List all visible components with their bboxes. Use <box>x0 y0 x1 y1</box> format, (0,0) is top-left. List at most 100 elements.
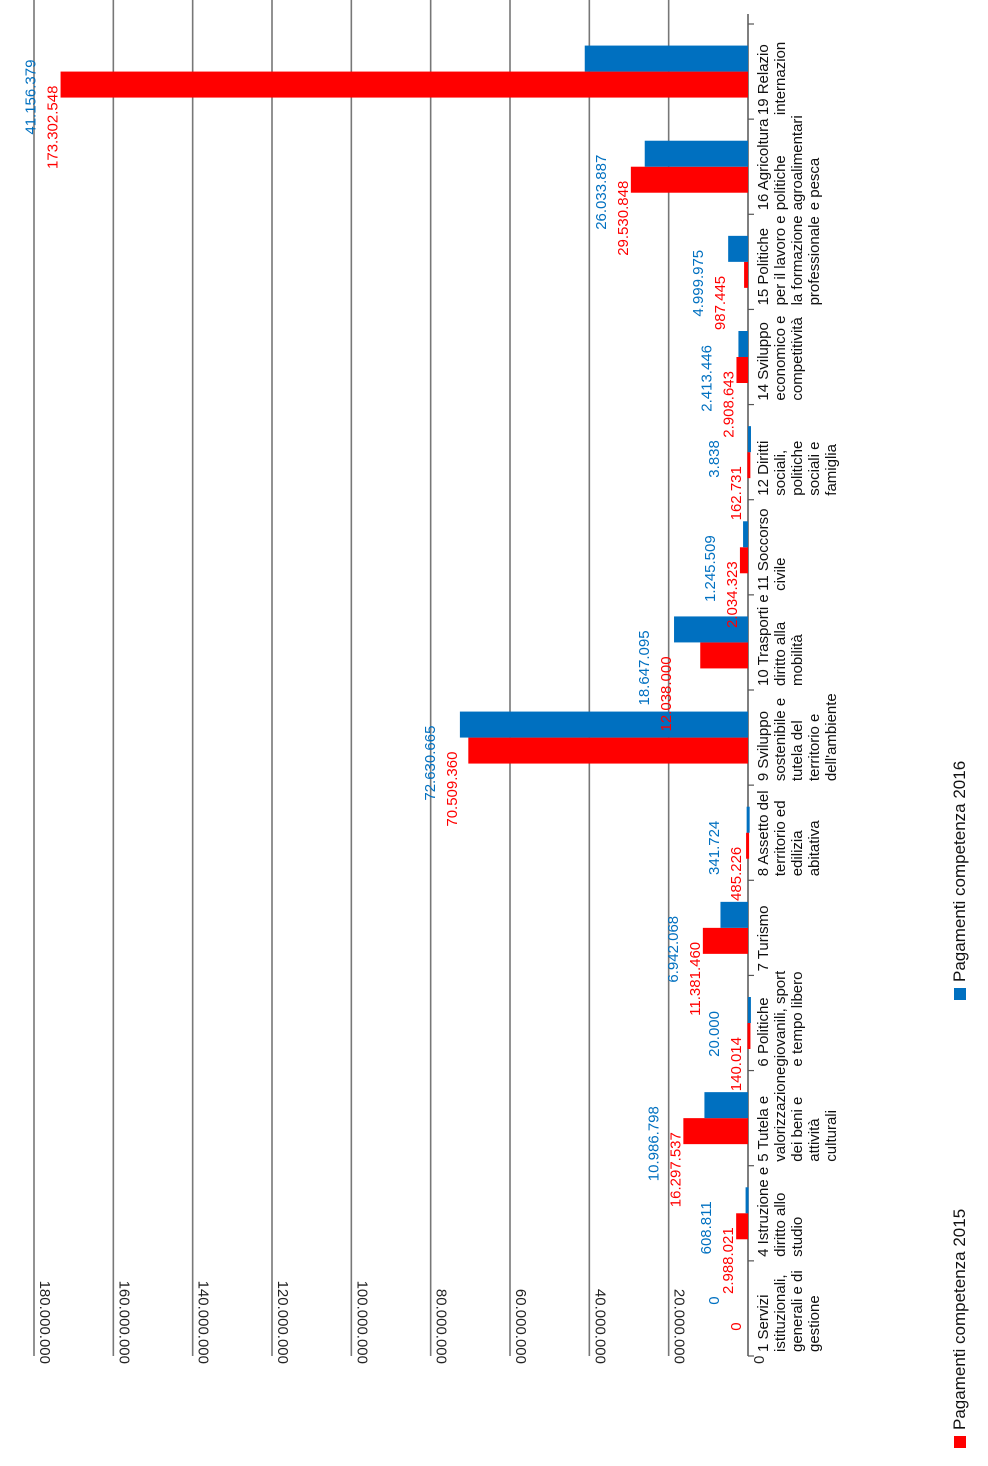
category-label-line: istituzionali, <box>772 1274 789 1352</box>
category-label: 1 Servizi istituzionali, generali e di gest… <box>755 1270 823 1352</box>
category-label-line: agroalimentari <box>789 115 806 210</box>
category-label-line: sostenibile e <box>772 698 789 781</box>
data-label-2015: 70.509.360 <box>444 752 461 827</box>
category-label-line: internazion <box>772 42 789 115</box>
category-label-line: sociali, <box>772 450 789 496</box>
legend-swatch-2016 <box>954 988 966 1000</box>
category-label-line: 5 Tutela e <box>755 1096 772 1162</box>
category-label-line: per il lavoro e <box>772 215 789 305</box>
bar-2015 <box>60 71 749 98</box>
category-label-line: dell'ambiente <box>823 693 840 781</box>
legend: Pagamenti competenza 2015 Pagamenti compe… <box>950 761 969 1448</box>
plot-area: 0 0 2.988.021 608.811 16.297.537 10.986.798 14… <box>23 0 969 1448</box>
category-label-line: politiche <box>789 441 806 496</box>
category-label-line: 7 Turismo <box>755 906 772 972</box>
category-axis-labels: 1 Servizi istituzionali, generali e di gest… <box>755 42 840 1352</box>
bar-2015 <box>736 1213 748 1240</box>
data-label-2015: 987.445 <box>712 276 729 330</box>
value-tick-label: 20.000.000 <box>671 1289 688 1364</box>
bar-2016 <box>746 806 750 833</box>
data-label-2016: 18.647.095 <box>636 630 653 705</box>
category-label-line: 9 Sviluppo <box>755 711 772 781</box>
data-label-2016: 41.156.379 <box>23 60 40 135</box>
data-label-2015: 11.381.460 <box>687 942 704 1016</box>
category-label-line: dei beni e <box>789 1097 806 1162</box>
data-label-2015: 2.034.323 <box>724 561 741 628</box>
legend-swatch-2015 <box>954 1436 966 1448</box>
bar-2015 <box>746 832 750 859</box>
value-tick-label: 100.000.000 <box>353 1281 370 1364</box>
bar-2016 <box>459 711 748 738</box>
category-label-line: gestione <box>806 1295 823 1352</box>
data-label-2015: 29.530.848 <box>615 181 632 256</box>
value-tick-label: 60.000.000 <box>512 1289 529 1364</box>
data-label-2015: 2.908.643 <box>720 371 737 438</box>
category-label-line: professionale <box>806 216 823 305</box>
bar-2015 <box>747 452 751 479</box>
value-tick-label: 0 <box>750 1356 767 1364</box>
category-label-line: la formazione <box>789 215 806 305</box>
value-tick-label: 160.000.000 <box>115 1281 132 1364</box>
data-label-2015: 0 <box>728 1322 745 1330</box>
data-label-2016: 1.245.509 <box>702 535 719 602</box>
category-label: 15 Politiche per il lavoro e la formazione… <box>755 215 823 305</box>
value-tick-label: 40.000.000 <box>591 1289 608 1364</box>
category-label: 7 Turismo <box>755 906 772 972</box>
bar-2015 <box>744 261 748 288</box>
category-label-line: 10 Trasporti e <box>755 594 772 686</box>
category-label-line: attività <box>806 1118 823 1162</box>
data-label-2016: 72.630.665 <box>422 726 439 801</box>
category-label-line: culturali <box>823 1110 840 1162</box>
category-label: 4 Istruzione e diritto allo studio <box>755 1167 806 1257</box>
bar-2015 <box>702 927 748 954</box>
data-label-2015: 485.226 <box>728 847 745 901</box>
category-label-line: abitativa <box>806 820 823 877</box>
data-label-2016: 26.033.887 <box>593 155 610 230</box>
category-label: 12 Diritti sociali, politiche sociali e fami… <box>755 441 840 496</box>
category-label-line: sociali e <box>806 442 823 496</box>
category-label: 11 Soccorso civile <box>755 509 789 591</box>
category-label-line: edilizia <box>789 830 806 877</box>
bar-2016 <box>704 1092 748 1119</box>
value-axis-ticks: 0 20.000.000 40.000.000 60.000.000 80.000.00… <box>36 1281 767 1364</box>
category-label-line: e pesca <box>806 157 823 210</box>
bar-2016 <box>720 901 748 928</box>
bar-2015 <box>630 166 748 193</box>
category-label: 6 Politiche giovanili, sport e tempo liber… <box>755 970 806 1067</box>
category-label-line: giovanili, sport <box>772 970 789 1067</box>
data-labels: 0 0 2.988.021 608.811 16.297.537 10.986.798 14… <box>23 60 745 1331</box>
category-label-line: diritto alla <box>772 621 789 686</box>
category-label-line: famiglia <box>823 443 840 495</box>
category-label-line: 1 Servizi <box>755 1294 772 1352</box>
category-label-line: 16 Agricoltura <box>755 118 772 210</box>
value-tick-label: 120.000.000 <box>274 1281 291 1364</box>
category-label-line: competitività <box>789 317 806 401</box>
value-tick-label: 80.000.000 <box>433 1289 450 1364</box>
category-label-line: economico e <box>772 316 789 401</box>
category-label-line: 6 Politiche <box>755 997 772 1066</box>
category-label-line: studio <box>789 1217 806 1257</box>
data-label-2015: 162.731 <box>728 466 745 520</box>
category-label-line: tutela del <box>789 720 806 781</box>
data-label-2015: 16.297.537 <box>667 1132 684 1207</box>
legend-label-2016: Pagamenti competenza 2016 <box>950 761 969 982</box>
data-label-2015: 2.988.021 <box>720 1227 737 1294</box>
bar-2016 <box>745 1187 749 1214</box>
category-label-line: politiche <box>772 155 789 210</box>
legend-label-2015: Pagamenti competenza 2015 <box>950 1209 969 1430</box>
data-label-2016: 10.986.798 <box>645 1106 662 1181</box>
category-label: 16 Agricoltura politiche agroalimentari e p… <box>755 115 823 210</box>
bar-2016 <box>747 426 751 453</box>
category-label-line: 19 Relazio <box>755 44 772 115</box>
bar-2016 <box>738 331 748 357</box>
category-label-line: diritto allo <box>772 1193 789 1257</box>
data-label-2016: 6.942.068 <box>665 916 682 983</box>
data-label-2016: 608.811 <box>698 1201 715 1254</box>
bar-2015 <box>700 642 748 669</box>
category-label-line: territorio e <box>806 714 823 782</box>
data-label-2016: 3.838 <box>706 440 723 478</box>
category-label-line: 4 Istruzione e <box>755 1167 772 1257</box>
category-label-line: territorio ed <box>772 800 789 876</box>
category-label-line: valorizzazione <box>772 1067 789 1162</box>
